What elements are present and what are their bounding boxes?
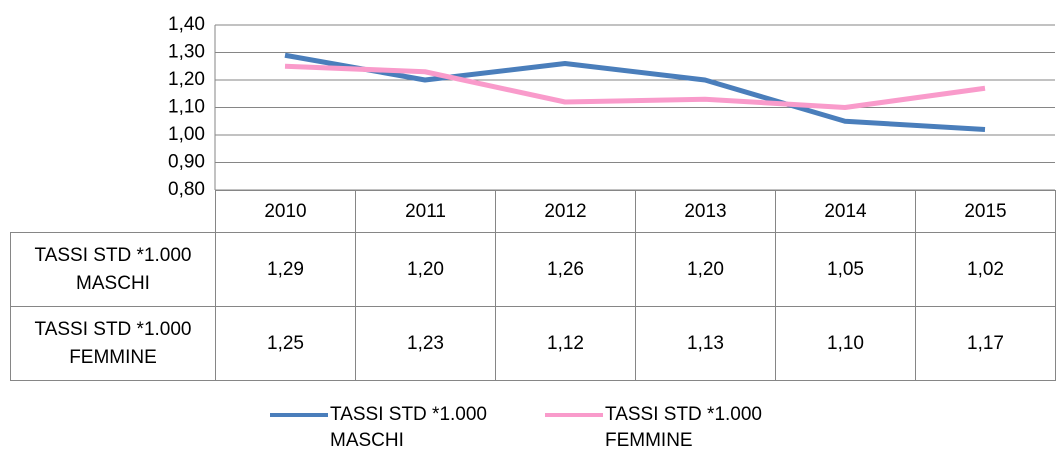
legend-swatch <box>270 413 328 417</box>
line-series <box>284 63 986 110</box>
legend-label: TASSI STD *1.000 MASCHI <box>330 404 487 451</box>
row-label: TASSI STD *1.000 FEMMINE <box>10 306 216 381</box>
legend-entry: TASSI STD *1.000 FEMMINE <box>545 402 795 454</box>
value-cell: 1,23 <box>355 306 496 381</box>
y-tick-label: 1,30 <box>168 42 205 63</box>
value-cell: 1,13 <box>635 306 776 381</box>
value-cell: 1,17 <box>915 306 1056 381</box>
y-tick-label: 0,90 <box>168 152 205 173</box>
category-label: 2011 <box>355 190 496 233</box>
value-cell: 1,20 <box>635 232 776 307</box>
category-label: 2010 <box>215 190 356 233</box>
value-cell: 1,12 <box>495 306 636 381</box>
category-label: 2013 <box>635 190 776 233</box>
data-row: TASSI STD *1.000 FEMMINE 1,25 1,23 1,12 1,13… <box>10 306 1056 381</box>
data-table: 2010 2011 2012 2013 2014 2015 TASSI STD *1.000… <box>10 190 1056 381</box>
value-cell: 1,29 <box>215 232 356 307</box>
legend-entry: TASSI STD *1.000 MASCHI <box>270 402 520 454</box>
row-label: TASSI STD *1.000 MASCHI <box>10 232 216 307</box>
legend-label: TASSI STD *1.000 FEMMINE <box>605 404 762 451</box>
value-cell: 1,25 <box>215 306 356 381</box>
y-tick-label: 1,00 <box>168 124 205 145</box>
category-label: 2014 <box>775 190 916 233</box>
value-cell: 1,20 <box>355 232 496 307</box>
category-label: 2012 <box>495 190 636 233</box>
data-row: TASSI STD *1.000 MASCHI 1,29 1,20 1,26 1,20 1… <box>10 232 1056 307</box>
value-cell: 1,02 <box>915 232 1056 307</box>
line-series <box>284 52 986 132</box>
y-tick-label: 1,40 <box>168 14 205 35</box>
value-cell: 1,26 <box>495 232 636 307</box>
value-cell: 1,10 <box>775 306 916 381</box>
value-cell: 1,05 <box>775 232 916 307</box>
category-label: 2015 <box>915 190 1056 233</box>
y-tick-label: 1,20 <box>168 69 205 90</box>
header-row: 2010 2011 2012 2013 2014 2015 <box>10 190 1056 233</box>
y-tick-label: 1,10 <box>168 97 205 118</box>
corner <box>10 190 216 233</box>
legend-swatch <box>545 413 603 417</box>
